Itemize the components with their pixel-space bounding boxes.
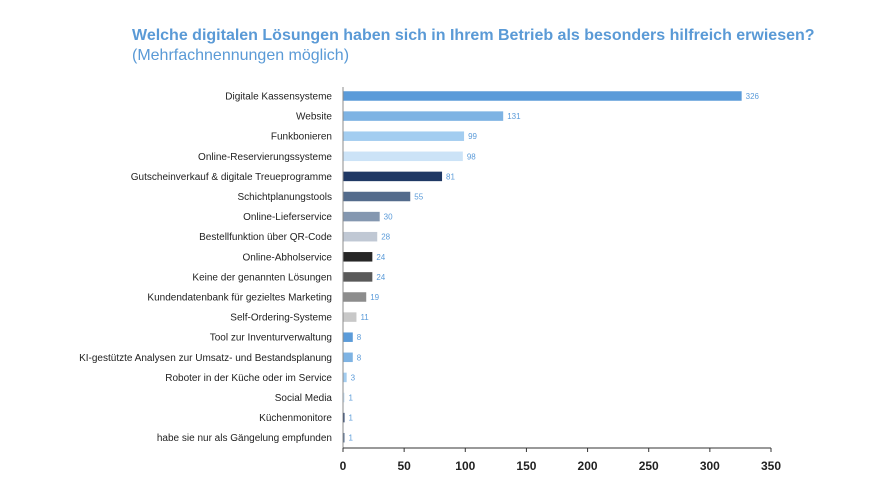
bar (343, 131, 465, 141)
data-label: 19 (370, 293, 379, 302)
category-label: Self-Ordering-Systeme (230, 313, 332, 324)
bar (343, 312, 357, 322)
category-label: Keine der genannten Lösungen (192, 272, 332, 283)
category-label: Bestellfunktion über QR-Code (199, 232, 332, 243)
category-label: Online-Reservierungssysteme (198, 152, 332, 163)
x-tick-label: 350 (761, 459, 781, 473)
data-label: 1 (349, 434, 354, 443)
category-label: Gutscheinverkauf & digitale Treueprogram… (131, 172, 333, 183)
bar (343, 171, 443, 182)
chart-title: Welche digitalen Lösungen haben sich in … (132, 27, 815, 44)
chart-title-block: Welche digitalen Lösungen haben sich in … (132, 26, 832, 66)
x-tick-label: 250 (639, 459, 659, 473)
data-label: 81 (446, 172, 455, 181)
category-label: Digitale Kassensysteme (225, 92, 332, 103)
x-tick-label: 100 (455, 459, 475, 473)
category-label: Online-Lieferservice (243, 212, 332, 223)
bar (343, 432, 345, 443)
data-label: 8 (357, 333, 362, 342)
bar (343, 91, 742, 101)
data-label: 3 (351, 373, 356, 382)
bar (343, 191, 411, 202)
category-label: habe sie nur als Gängelung empfunden (157, 433, 332, 444)
category-label: Social Media (275, 393, 333, 404)
x-tick-label: 50 (397, 459, 411, 473)
data-label: 1 (349, 394, 354, 403)
data-label: 99 (468, 132, 477, 141)
data-label: 326 (746, 92, 760, 101)
data-label: 55 (414, 193, 423, 202)
data-label: 98 (467, 152, 476, 161)
bar (343, 231, 378, 242)
bar (343, 412, 345, 423)
category-label: Roboter in der Küche oder im Service (165, 373, 332, 384)
category-label: Tool zur Inventurverwaltung (210, 333, 332, 344)
x-tick-label: 300 (700, 459, 720, 473)
data-label: 24 (376, 253, 385, 262)
bar (343, 332, 353, 342)
data-label: 1 (349, 414, 354, 423)
data-label: 28 (381, 233, 390, 242)
bar (343, 272, 373, 282)
data-label: 30 (384, 213, 393, 222)
data-label: 8 (357, 353, 362, 362)
bar (343, 372, 347, 383)
category-label: Kundendatenbank für gezieltes Marketing (147, 293, 332, 304)
data-label: 24 (376, 273, 385, 282)
category-label: Website (296, 112, 332, 123)
bar (343, 292, 367, 302)
bar (343, 352, 353, 363)
category-label: Online-Abholservice (243, 252, 333, 263)
data-label: 131 (507, 112, 521, 121)
x-tick-label: 0 (340, 459, 347, 473)
x-tick-label: 200 (578, 459, 598, 473)
bar (343, 252, 373, 262)
chart-subtitle: (Mehrfachnennungen möglich) (132, 47, 350, 64)
bar (343, 211, 380, 222)
bar (343, 392, 345, 403)
category-label: KI-gestützte Analysen zur Umsatz- und Be… (79, 353, 332, 364)
category-label: Funkbonieren (271, 132, 332, 143)
category-label: Küchenmonitore (259, 413, 332, 424)
bar (343, 111, 504, 121)
x-tick-label: 150 (516, 459, 536, 473)
bar (343, 151, 463, 162)
category-label: Schichtplanungstools (237, 192, 332, 203)
data-label: 11 (360, 313, 369, 322)
